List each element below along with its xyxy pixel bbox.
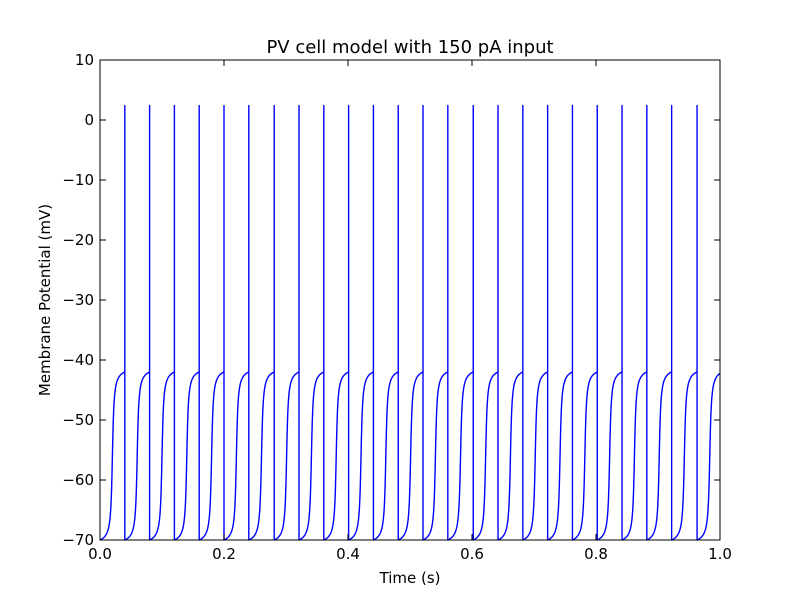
y-tick-label: −30 <box>62 291 94 309</box>
x-axis-label: Time (s) <box>379 569 441 587</box>
y-tick-label: −50 <box>62 411 94 429</box>
x-tick-label: 0.4 <box>336 545 360 563</box>
y-tick-label: −70 <box>62 531 94 549</box>
plot-area <box>99 59 721 541</box>
y-tick-label: −60 <box>62 471 94 489</box>
x-tick-label: 1.0 <box>708 545 732 563</box>
y-tick-label: −20 <box>62 231 94 249</box>
x-tick-label: 0.2 <box>212 545 236 563</box>
x-tick-label: 0.6 <box>460 545 484 563</box>
x-tick-label: 0.0 <box>88 545 112 563</box>
membrane-potential-trace <box>99 104 721 541</box>
chart-title: PV cell model with 150 pA input <box>266 37 553 58</box>
y-tick-label: 10 <box>75 51 94 69</box>
y-tick-label: −40 <box>62 351 94 369</box>
y-axis-ticks: 10 0 −10 −20 −30 −40 −50 −60 −70 <box>62 51 720 549</box>
y-tick-label: −10 <box>62 171 94 189</box>
x-tick-label: 0.8 <box>584 545 608 563</box>
x-axis-ticks: 0.0 0.2 0.4 0.6 0.8 1.0 <box>88 60 732 563</box>
y-axis-label: Membrane Potential (mV) <box>36 204 54 396</box>
y-tick-label: 0 <box>84 111 94 129</box>
